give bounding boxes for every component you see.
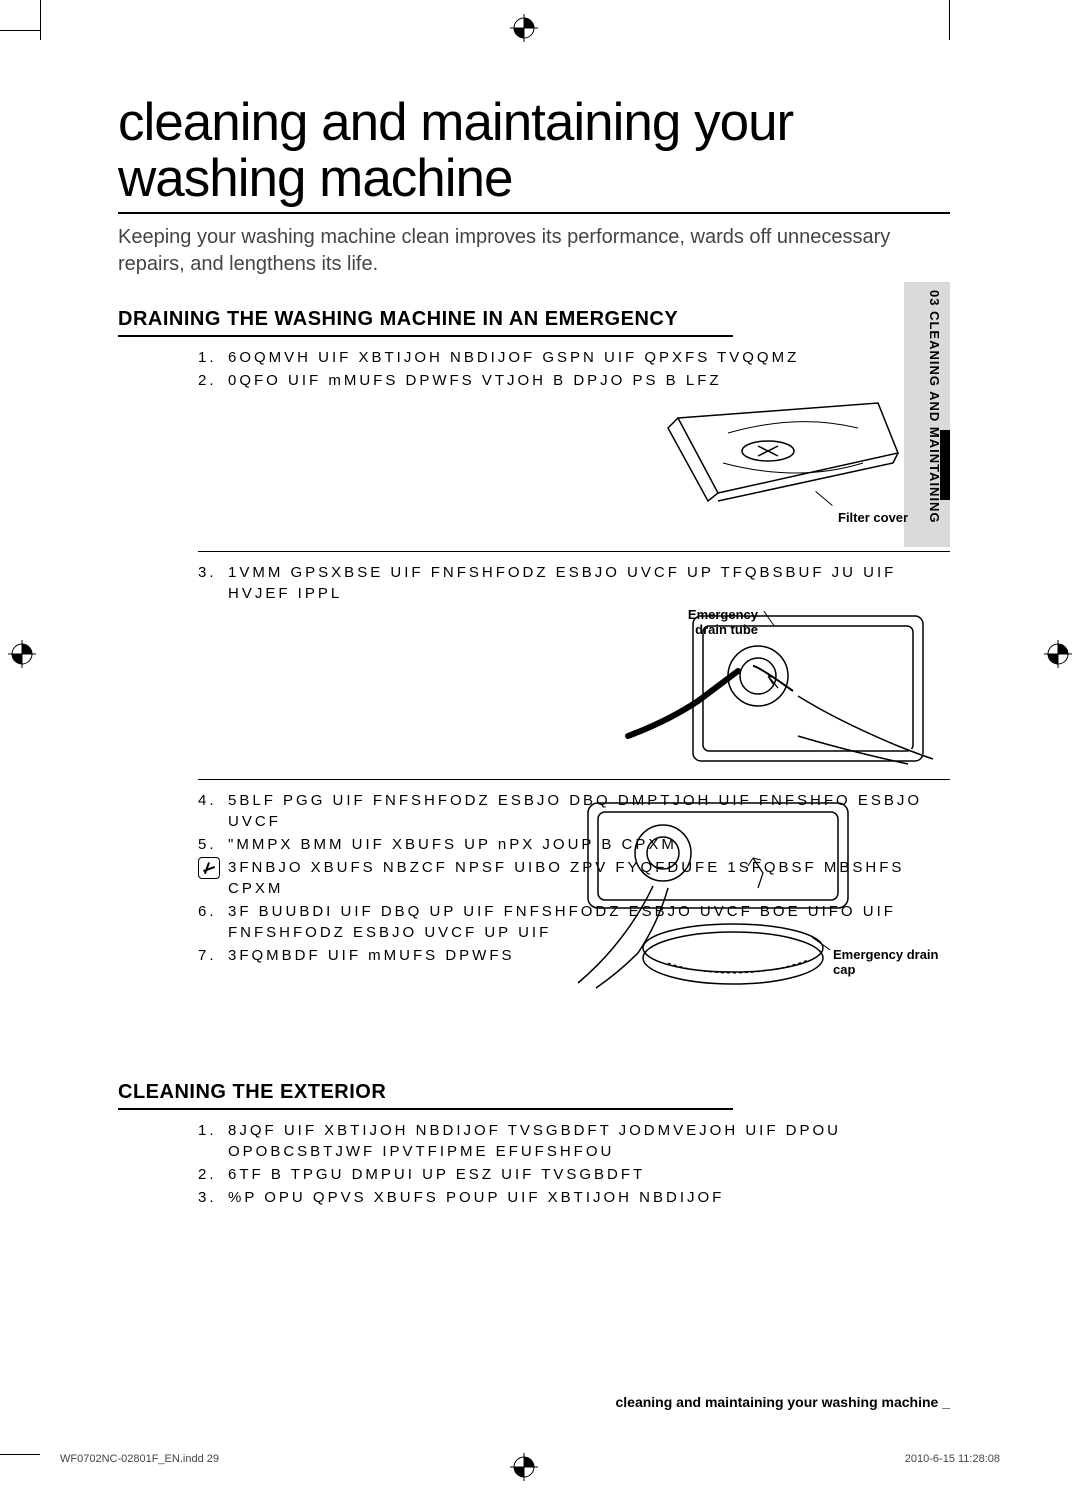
step-number: 3.: [198, 562, 228, 604]
step-number: 2.: [198, 370, 228, 391]
step-text: 6TF B TPGU DMPUI UP ESZ UIF TVSGBDFT: [228, 1164, 950, 1185]
step-number: 6.: [198, 901, 228, 943]
title-rule: [118, 212, 950, 214]
step-text: 5BLF PGG UIF FNFSHFODZ ESBJO DBQ DMPTJOH…: [228, 790, 950, 832]
steps-block-exterior: 1.8JQF UIF XBTIJOH NBDIJOF TVSGBDFT JODM…: [198, 1120, 950, 1208]
step-text: "MMPX BMM UIF XBUFS UP nPX JOUP B CPXM: [228, 834, 950, 855]
divider: [198, 779, 950, 780]
label-emergency-tube: Emergency drain tube: [668, 608, 758, 637]
step-text: 3F BUUBDI UIF DBQ UP UIF FNFSHFODZ ESBJO…: [228, 901, 950, 943]
crop-mark: [949, 0, 950, 40]
footer-file: WF0702NC-02801F_EN.indd 29: [60, 1453, 219, 1465]
step-text: 8JQF UIF XBTIJOH NBDIJOF TVSGBDFT JODMVE…: [228, 1120, 950, 1162]
step-text: 0QFO UIF mMUFS DPWFS VTJOH B DPJO PS B L…: [228, 370, 950, 391]
steps-block-3: 4.5BLF PGG UIF FNFSHFODZ ESBJO DBQ DMPTJ…: [198, 790, 950, 966]
page-title: cleaning and maintaining your washing ma…: [118, 95, 950, 206]
illustration-filter-cover: Filter cover: [198, 393, 950, 543]
content-area: cleaning and maintaining your washing ma…: [118, 95, 950, 1375]
step-number: 3.: [198, 1187, 228, 1208]
filter-cover-drawing: [198, 393, 938, 543]
steps-block-1: 1.6OQMVH UIF XBTIJOH NBDIJOF GSPN UIF QP…: [198, 347, 950, 391]
footer-meta: WF0702NC-02801F_EN.indd 29 2010-6-15 11:…: [60, 1453, 1000, 1465]
drain-tube-drawing: [198, 606, 938, 771]
illustration-drain-tube: Emergency drain tube: [198, 606, 950, 771]
footer-date: 2010-6-15 11:28:08: [905, 1453, 1000, 1465]
step-number: 7.: [198, 945, 228, 966]
registration-mark-icon: [1044, 640, 1072, 668]
step-number: 5.: [198, 834, 228, 855]
step-text: 1VMM GPSXBSE UIF FNFSHFODZ ESBJO UVCF UP…: [228, 562, 950, 604]
step-number: 2.: [198, 1164, 228, 1185]
steps-block-2: 3.1VMM GPSXBSE UIF FNFSHFODZ ESBJO UVCF …: [198, 562, 950, 604]
crop-mark: [0, 1454, 40, 1455]
note-text: 3FNBJO XBUFS NBZCF NPSF UIBO ZPV FYQFDUF…: [228, 857, 950, 899]
step-number: 1.: [198, 1120, 228, 1162]
step-text: 6OQMVH UIF XBTIJOH NBDIJOF GSPN UIF QPXF…: [228, 347, 950, 368]
step-text: %P OPU QPVS XBUFS POUP UIF XBTIJOH NBDIJ…: [228, 1187, 950, 1208]
step-number: 4.: [198, 790, 228, 832]
step-text: 3FQMBDF UIF mMUFS DPWFS: [228, 945, 950, 966]
section-heading-exterior: CLEANING THE EXTERIOR: [118, 1081, 733, 1110]
intro-text: Keeping your washing machine clean impro…: [118, 224, 950, 278]
registration-mark-icon: [510, 14, 538, 42]
crop-mark: [0, 30, 40, 31]
page: 03 CLEANING AND MAINTAINING cleaning and…: [0, 0, 1080, 1495]
page-footer: cleaning and maintaining your washing ma…: [118, 1394, 950, 1410]
crop-mark: [40, 0, 41, 40]
registration-mark-icon: [8, 640, 36, 668]
step-number: 1.: [198, 347, 228, 368]
section-heading-draining: DRAINING THE WASHING MACHINE IN AN EMERG…: [118, 308, 733, 337]
note-icon: [198, 857, 228, 899]
label-filter-cover: Filter cover: [838, 511, 908, 525]
divider: [198, 551, 950, 552]
